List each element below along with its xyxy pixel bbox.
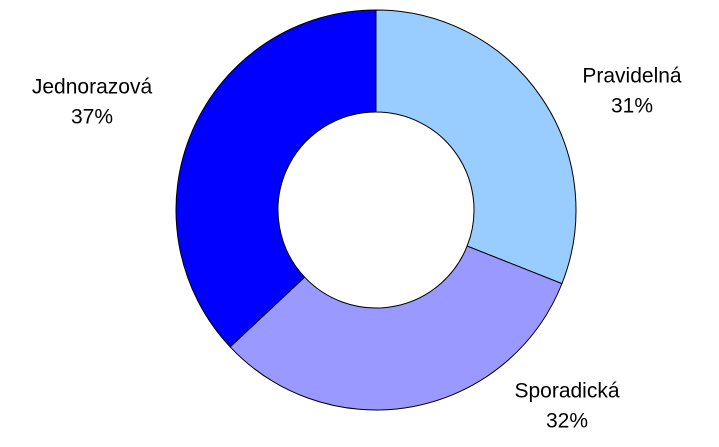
slice-value-label: 32% [546, 410, 588, 433]
slice-value-label: 37% [71, 106, 113, 129]
slice-label: Pravidelná [582, 65, 682, 88]
slice-label: Jednorazová [32, 76, 153, 99]
donut-slice [175, 9, 377, 348]
donut-slice [229, 245, 563, 411]
slice-label: Sporadická [514, 380, 619, 403]
donut-slice [375, 9, 577, 285]
slice-value-label: 31% [611, 95, 653, 118]
